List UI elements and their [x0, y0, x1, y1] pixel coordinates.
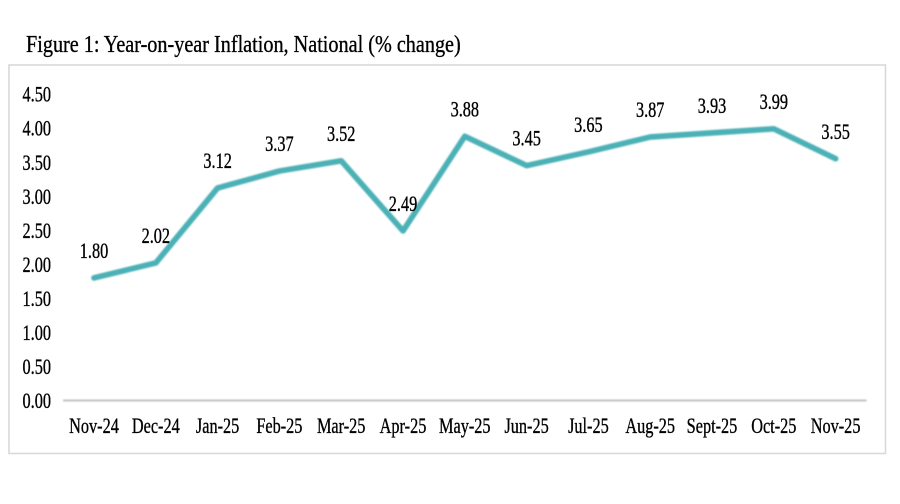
- svg-text:3.99: 3.99: [760, 91, 788, 115]
- svg-text:1.00: 1.00: [23, 322, 51, 346]
- svg-text:Feb-25: Feb-25: [256, 415, 302, 439]
- svg-text:Figure 1: Year-on-year Inflati: Figure 1: Year-on-year Inflation, Nation…: [26, 30, 461, 57]
- svg-text:3.50: 3.50: [23, 152, 51, 176]
- svg-text:3.88: 3.88: [451, 98, 479, 122]
- svg-text:Jul-25: Jul-25: [568, 415, 609, 439]
- svg-text:Mar-25: Mar-25: [317, 415, 365, 439]
- svg-text:0.00: 0.00: [23, 390, 51, 414]
- svg-text:May-25: May-25: [439, 415, 491, 439]
- svg-text:2.00: 2.00: [23, 254, 51, 278]
- svg-text:2.02: 2.02: [142, 225, 170, 249]
- svg-text:4.50: 4.50: [23, 84, 51, 108]
- svg-text:3.45: 3.45: [512, 128, 540, 152]
- svg-text:1.80: 1.80: [80, 240, 108, 264]
- svg-text:3.52: 3.52: [327, 123, 355, 147]
- svg-text:3.65: 3.65: [574, 114, 602, 138]
- svg-text:Nov-24: Nov-24: [69, 415, 119, 439]
- svg-text:Oct-25: Oct-25: [751, 415, 796, 439]
- svg-text:3.12: 3.12: [203, 150, 231, 174]
- svg-text:Dec-24: Dec-24: [132, 415, 180, 439]
- svg-text:Nov-25: Nov-25: [811, 415, 861, 439]
- svg-text:0.50: 0.50: [23, 356, 51, 380]
- svg-text:3.37: 3.37: [265, 133, 294, 157]
- svg-text:3.55: 3.55: [821, 121, 849, 145]
- svg-text:Sept-25: Sept-25: [687, 415, 738, 439]
- svg-text:Jun-25: Jun-25: [504, 415, 548, 439]
- svg-text:1.50: 1.50: [23, 288, 51, 312]
- svg-text:3.00: 3.00: [23, 186, 51, 210]
- svg-text:2.50: 2.50: [23, 220, 51, 244]
- svg-text:4.00: 4.00: [23, 118, 51, 142]
- svg-text:Aug-25: Aug-25: [625, 415, 675, 439]
- svg-text:Apr-25: Apr-25: [380, 415, 427, 439]
- svg-text:2.49: 2.49: [389, 193, 417, 217]
- svg-text:Jan-25: Jan-25: [196, 415, 239, 439]
- svg-text:3.87: 3.87: [636, 99, 665, 123]
- svg-text:3.93: 3.93: [698, 95, 726, 119]
